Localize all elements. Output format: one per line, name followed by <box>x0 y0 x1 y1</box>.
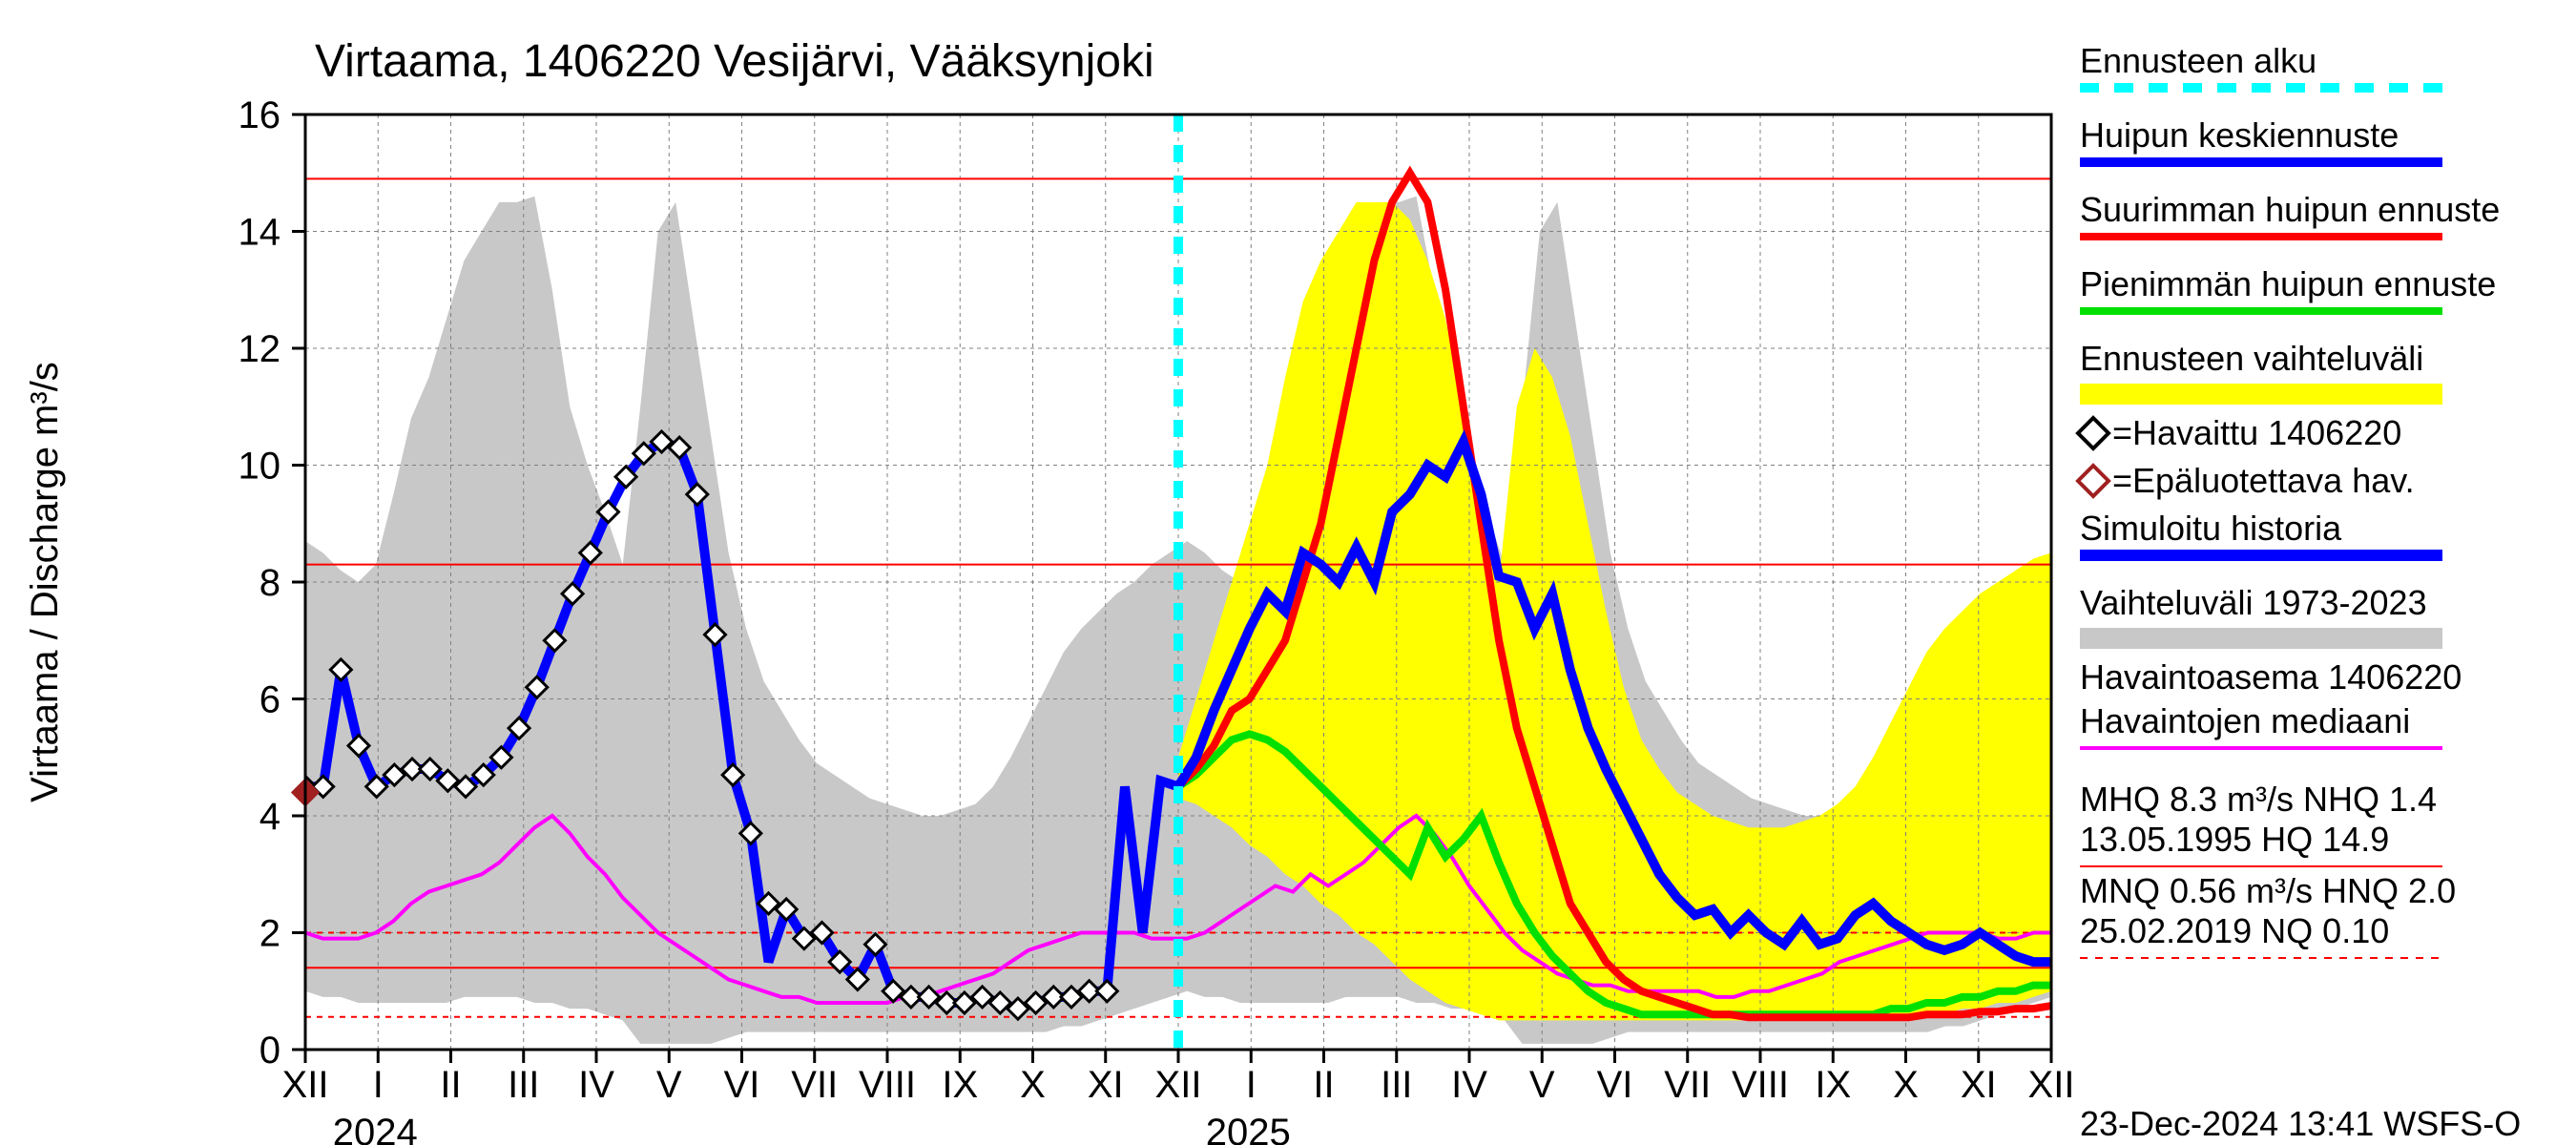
x-tick-label: II <box>440 1064 461 1106</box>
legend-label: Suurimman huipun ennuste <box>2080 190 2500 229</box>
x-tick-label: VI <box>724 1064 760 1106</box>
year-label: 2025 <box>1206 1112 1291 1145</box>
legend-stat: MNQ 0.56 m³/s HNQ 2.0 <box>2080 871 2456 910</box>
x-tick-label: IX <box>1815 1064 1851 1106</box>
x-tick-label: II <box>1313 1064 1334 1106</box>
x-tick-label: IX <box>942 1064 978 1106</box>
legend-label: Ennusteen alku <box>2080 41 2316 80</box>
x-tick-label: I <box>1246 1064 1257 1106</box>
legend-label: =Epäluotettava hav. <box>2112 461 2415 500</box>
y-tick-label: 0 <box>260 1030 280 1072</box>
legend-label: Havaintojen mediaani <box>2080 701 2410 740</box>
legend-stat: 25.02.2019 NQ 0.10 <box>2080 911 2389 950</box>
chart-root: 0246810121416XIIIIIIIIIVVVIVIIVIIIIXXXIX… <box>0 0 2576 1145</box>
legend-label: Vaihteluväli 1973-2023 <box>2080 583 2427 622</box>
x-tick-label: V <box>1529 1064 1555 1106</box>
x-tick-label: VIII <box>1732 1064 1789 1106</box>
x-tick-label: IV <box>578 1064 614 1106</box>
y-tick-label: 12 <box>239 328 281 370</box>
legend-label: Simuloitu historia <box>2080 509 2342 548</box>
chart-svg: 0246810121416XIIIIIIIIIVVVIVIIVIIIIXXXIX… <box>0 0 2576 1145</box>
y-tick-label: 4 <box>260 796 280 838</box>
x-tick-label: XII <box>2028 1064 2075 1106</box>
x-tick-label: VII <box>1664 1064 1711 1106</box>
y-tick-label: 16 <box>239 94 281 136</box>
x-tick-label: III <box>1381 1064 1412 1106</box>
x-tick-label: VI <box>1597 1064 1633 1106</box>
x-tick-label: X <box>1893 1064 1919 1106</box>
x-tick-label: I <box>373 1064 384 1106</box>
x-tick-label: XI <box>1088 1064 1124 1106</box>
legend-stat: 13.05.1995 HQ 14.9 <box>2080 820 2389 859</box>
legend-label: Havaintoasema 1406220 <box>2080 657 2462 697</box>
y-axis-label: Virtaama / Discharge m³/s <box>24 362 66 802</box>
x-tick-label: X <box>1020 1064 1046 1106</box>
x-tick-label: XI <box>1961 1064 1997 1106</box>
chart-title: Virtaama, 1406220 Vesijärvi, Vääksynjoki <box>315 36 1154 87</box>
y-tick-label: 14 <box>239 212 281 254</box>
legend-label: Pienimmän huipun ennuste <box>2080 264 2496 303</box>
y-tick-label: 6 <box>260 679 280 721</box>
x-tick-label: IV <box>1451 1064 1487 1106</box>
y-tick-label: 10 <box>239 446 281 488</box>
legend-label: =Havaittu 1406220 <box>2112 413 2401 452</box>
x-tick-label: III <box>508 1064 539 1106</box>
x-tick-label: VIII <box>859 1064 916 1106</box>
legend-stat: MHQ 8.3 m³/s NHQ 1.4 <box>2080 780 2437 819</box>
x-tick-label: VII <box>791 1064 838 1106</box>
y-tick-label: 2 <box>260 913 280 955</box>
footer-text: 23-Dec-2024 13:41 WSFS-O <box>2080 1104 2521 1143</box>
x-tick-label: XII <box>282 1064 329 1106</box>
legend-label: Huipun keskiennuste <box>2080 115 2399 155</box>
x-tick-label: XII <box>1155 1064 1202 1106</box>
y-tick-label: 8 <box>260 562 280 604</box>
x-tick-label: V <box>656 1064 682 1106</box>
year-label: 2024 <box>333 1112 418 1145</box>
legend-label: Ennusteen vaihteluväli <box>2080 339 2423 378</box>
